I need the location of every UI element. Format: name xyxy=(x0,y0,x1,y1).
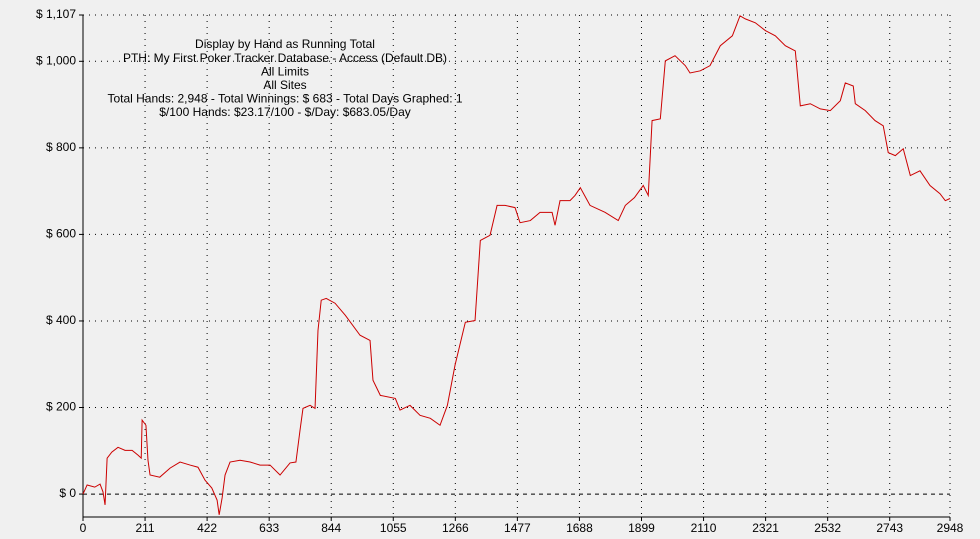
y-tick-label: $ 200 xyxy=(46,400,76,414)
y-tick-label: $ 1,107 xyxy=(36,7,76,21)
x-tick-label: 2532 xyxy=(814,521,841,535)
x-tick-label: 2321 xyxy=(752,521,779,535)
annotation: Total Hands: 2,948 - Total Winnings: $ 6… xyxy=(107,92,462,106)
y-tick-label: $ 400 xyxy=(46,313,76,327)
annotation: Display by Hand as Running Total xyxy=(195,37,375,51)
x-tick-label: 422 xyxy=(197,521,217,535)
x-tick-label: 844 xyxy=(321,521,341,535)
line xyxy=(82,15,951,515)
x-tick-label: 2110 xyxy=(691,521,717,535)
x-tick-label: 1266 xyxy=(442,521,469,535)
y-tick-label: $ 800 xyxy=(46,140,76,154)
annotation: $/100 Hands: $23.17/100 - $/Day: $683.05… xyxy=(159,105,411,119)
annotation: All Sites xyxy=(263,78,306,92)
x-tick-label: 633 xyxy=(259,521,279,535)
x-tick-label: 1899 xyxy=(628,521,655,535)
x-tick-label: 0 xyxy=(80,521,87,535)
annotation: PTH: My First Poker Tracker Database - A… xyxy=(123,51,447,65)
annotation: All Limits xyxy=(261,64,309,78)
y-tick-label: $ 0 xyxy=(59,486,76,500)
x-tick-label: 1688 xyxy=(566,521,593,535)
x-tick-label: 211 xyxy=(135,521,154,535)
x-tick-label: 2743 xyxy=(876,521,903,535)
x-tick-label: 1055 xyxy=(380,521,407,535)
x-tick-label: 1477 xyxy=(504,521,531,535)
y-tick-label: $ 600 xyxy=(46,227,76,241)
y-tick-label: $ 1,000 xyxy=(36,53,76,67)
x-tick-label: 2948 xyxy=(937,521,964,535)
